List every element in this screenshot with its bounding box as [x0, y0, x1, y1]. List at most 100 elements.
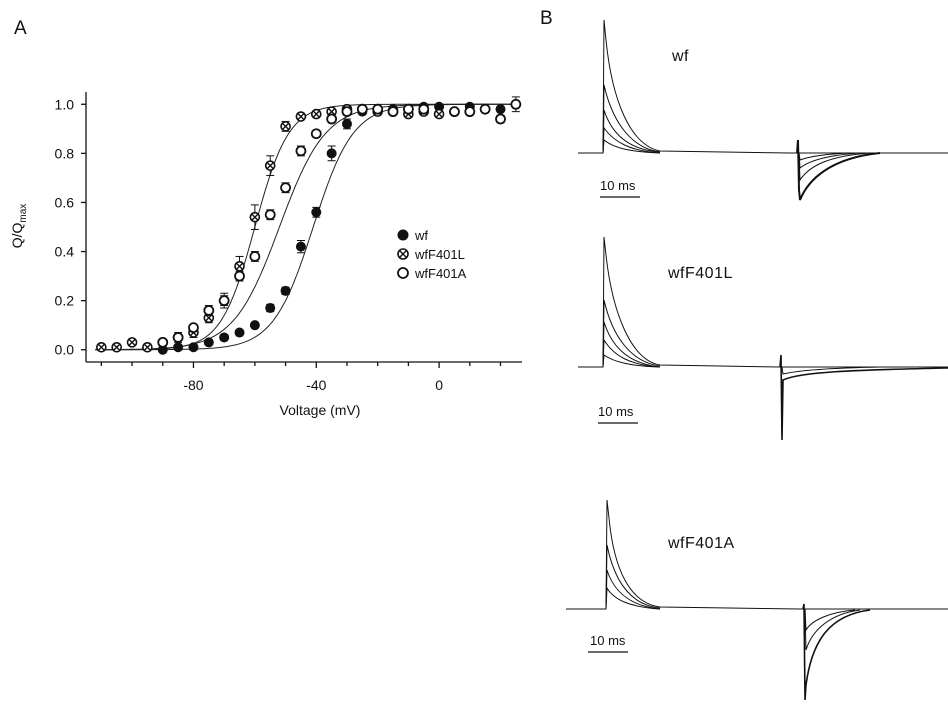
trace-line	[602, 84, 661, 154]
fit-curve-wff401a	[95, 103, 516, 351]
data-point-wff401a	[464, 106, 476, 118]
marker-cross	[435, 110, 443, 118]
trace-line	[578, 236, 948, 368]
legend-label-wff401l: wfF401L	[414, 247, 465, 262]
trace-line	[798, 152, 871, 182]
marker-cross	[399, 250, 407, 258]
data-point-wff401a	[510, 98, 522, 110]
legend-label-wff401a: wfF401A	[414, 266, 467, 281]
data-point-wff401a	[280, 182, 291, 194]
trace-line	[578, 19, 948, 154]
x-axis-label: Voltage (mV)	[280, 402, 361, 418]
trace-line	[798, 152, 851, 161]
x-tick-label: -40	[306, 377, 326, 393]
trace-label-wff401a: wfF401A	[667, 535, 735, 552]
charge-voltage-plot: 0.00.20.40.60.81.0 -80 -40 0 Voltage (mV) …	[9, 92, 522, 418]
trace-label-wf: wf	[671, 48, 689, 65]
data-point-wff401l	[264, 160, 276, 171]
data-point-wff401l	[295, 111, 307, 122]
data-point-wf	[265, 303, 276, 313]
trace-line	[804, 608, 861, 651]
data-point-wf	[341, 118, 352, 129]
trace-panel-wf: wf 10 ms	[578, 19, 948, 201]
data-point-wff401a	[172, 332, 184, 343]
data-point-wff401l	[234, 260, 245, 272]
data-markers	[96, 96, 522, 355]
data-point-wff401l	[433, 108, 445, 120]
data-point-wff401l	[111, 341, 123, 353]
legend-marker-wff401l	[397, 248, 409, 260]
fit-curve-wff401l	[95, 103, 516, 351]
y-tick-label: 1.0	[55, 96, 75, 112]
marker-cross	[312, 110, 320, 118]
data-point-wff401a	[157, 336, 169, 348]
panel-b-letter: B	[540, 8, 553, 29]
legend: wf wfF401L wfF401A	[397, 228, 467, 281]
marker-cross	[282, 123, 289, 130]
current-traces-wff401a	[566, 499, 948, 701]
y-axis-label-main: Q/Q	[9, 223, 25, 249]
data-point-wff401a	[479, 103, 491, 115]
x-tick-label: -80	[183, 377, 203, 393]
trace-panel-wff401a: wfF401A 10 ms	[566, 499, 948, 701]
trace-line	[781, 366, 881, 375]
trace-line	[804, 608, 856, 632]
data-point-wf	[495, 104, 506, 115]
scale-label-wff401l: 10 ms	[598, 404, 634, 419]
trace-line	[779, 354, 948, 441]
data-point-wff401l	[126, 337, 138, 348]
data-point-wf	[219, 332, 230, 343]
marker-cross	[266, 162, 274, 169]
trace-line	[605, 569, 661, 610]
trace-line	[602, 299, 661, 368]
marker-cross	[328, 108, 335, 115]
data-point-wf	[203, 337, 214, 348]
fit-curves	[95, 103, 516, 351]
trace-line	[602, 109, 661, 154]
y-axis-label: Q/Qmax	[9, 204, 29, 249]
y-tick-label: 0.8	[55, 145, 75, 161]
data-point-wff401a	[218, 295, 230, 307]
y-ticks: 0.0 0.2 0.4 0.6 0.8 1.0	[55, 96, 86, 358]
data-point-wf	[311, 207, 322, 218]
current-traces-wff401l	[578, 236, 948, 441]
data-point-wff401a	[341, 106, 353, 118]
marker-cross	[98, 343, 105, 351]
data-point-wff401l	[280, 121, 291, 132]
legend-marker-wf	[397, 229, 409, 241]
data-point-wff401a	[203, 305, 215, 316]
marker-cross	[297, 113, 305, 120]
x-tick-label: 0	[435, 377, 443, 393]
trace-line	[802, 603, 871, 701]
trace-line	[602, 126, 661, 154]
data-point-wff401a	[449, 106, 460, 118]
data-point-wff401l	[96, 341, 107, 353]
trace-line	[602, 139, 661, 154]
data-point-wf	[234, 327, 245, 338]
data-point-wff401a	[295, 145, 307, 157]
trace-line	[605, 544, 661, 610]
data-point-wf	[249, 320, 260, 331]
data-point-wff401l	[310, 108, 322, 120]
data-point-wff401a	[418, 103, 430, 115]
data-point-wff401a	[495, 113, 506, 125]
trace-line	[605, 586, 661, 610]
current-traces-wf	[578, 19, 948, 201]
marker-cross	[236, 262, 243, 270]
data-point-wff401l	[249, 211, 261, 223]
data-point-wf	[173, 342, 184, 353]
marker-cross	[113, 343, 120, 351]
data-point-wff401a	[326, 113, 338, 125]
trace-line	[602, 321, 661, 368]
trace-line	[798, 152, 861, 169]
data-point-wff401a	[372, 103, 384, 115]
marker-cross	[205, 314, 213, 322]
data-point-wff401a	[310, 128, 322, 140]
data-point-wff401a	[249, 251, 261, 262]
trace-line	[566, 499, 948, 610]
data-point-wf	[280, 285, 291, 296]
y-tick-label: 0.0	[55, 342, 75, 358]
data-point-wf	[326, 148, 337, 159]
data-point-wf	[295, 241, 306, 252]
